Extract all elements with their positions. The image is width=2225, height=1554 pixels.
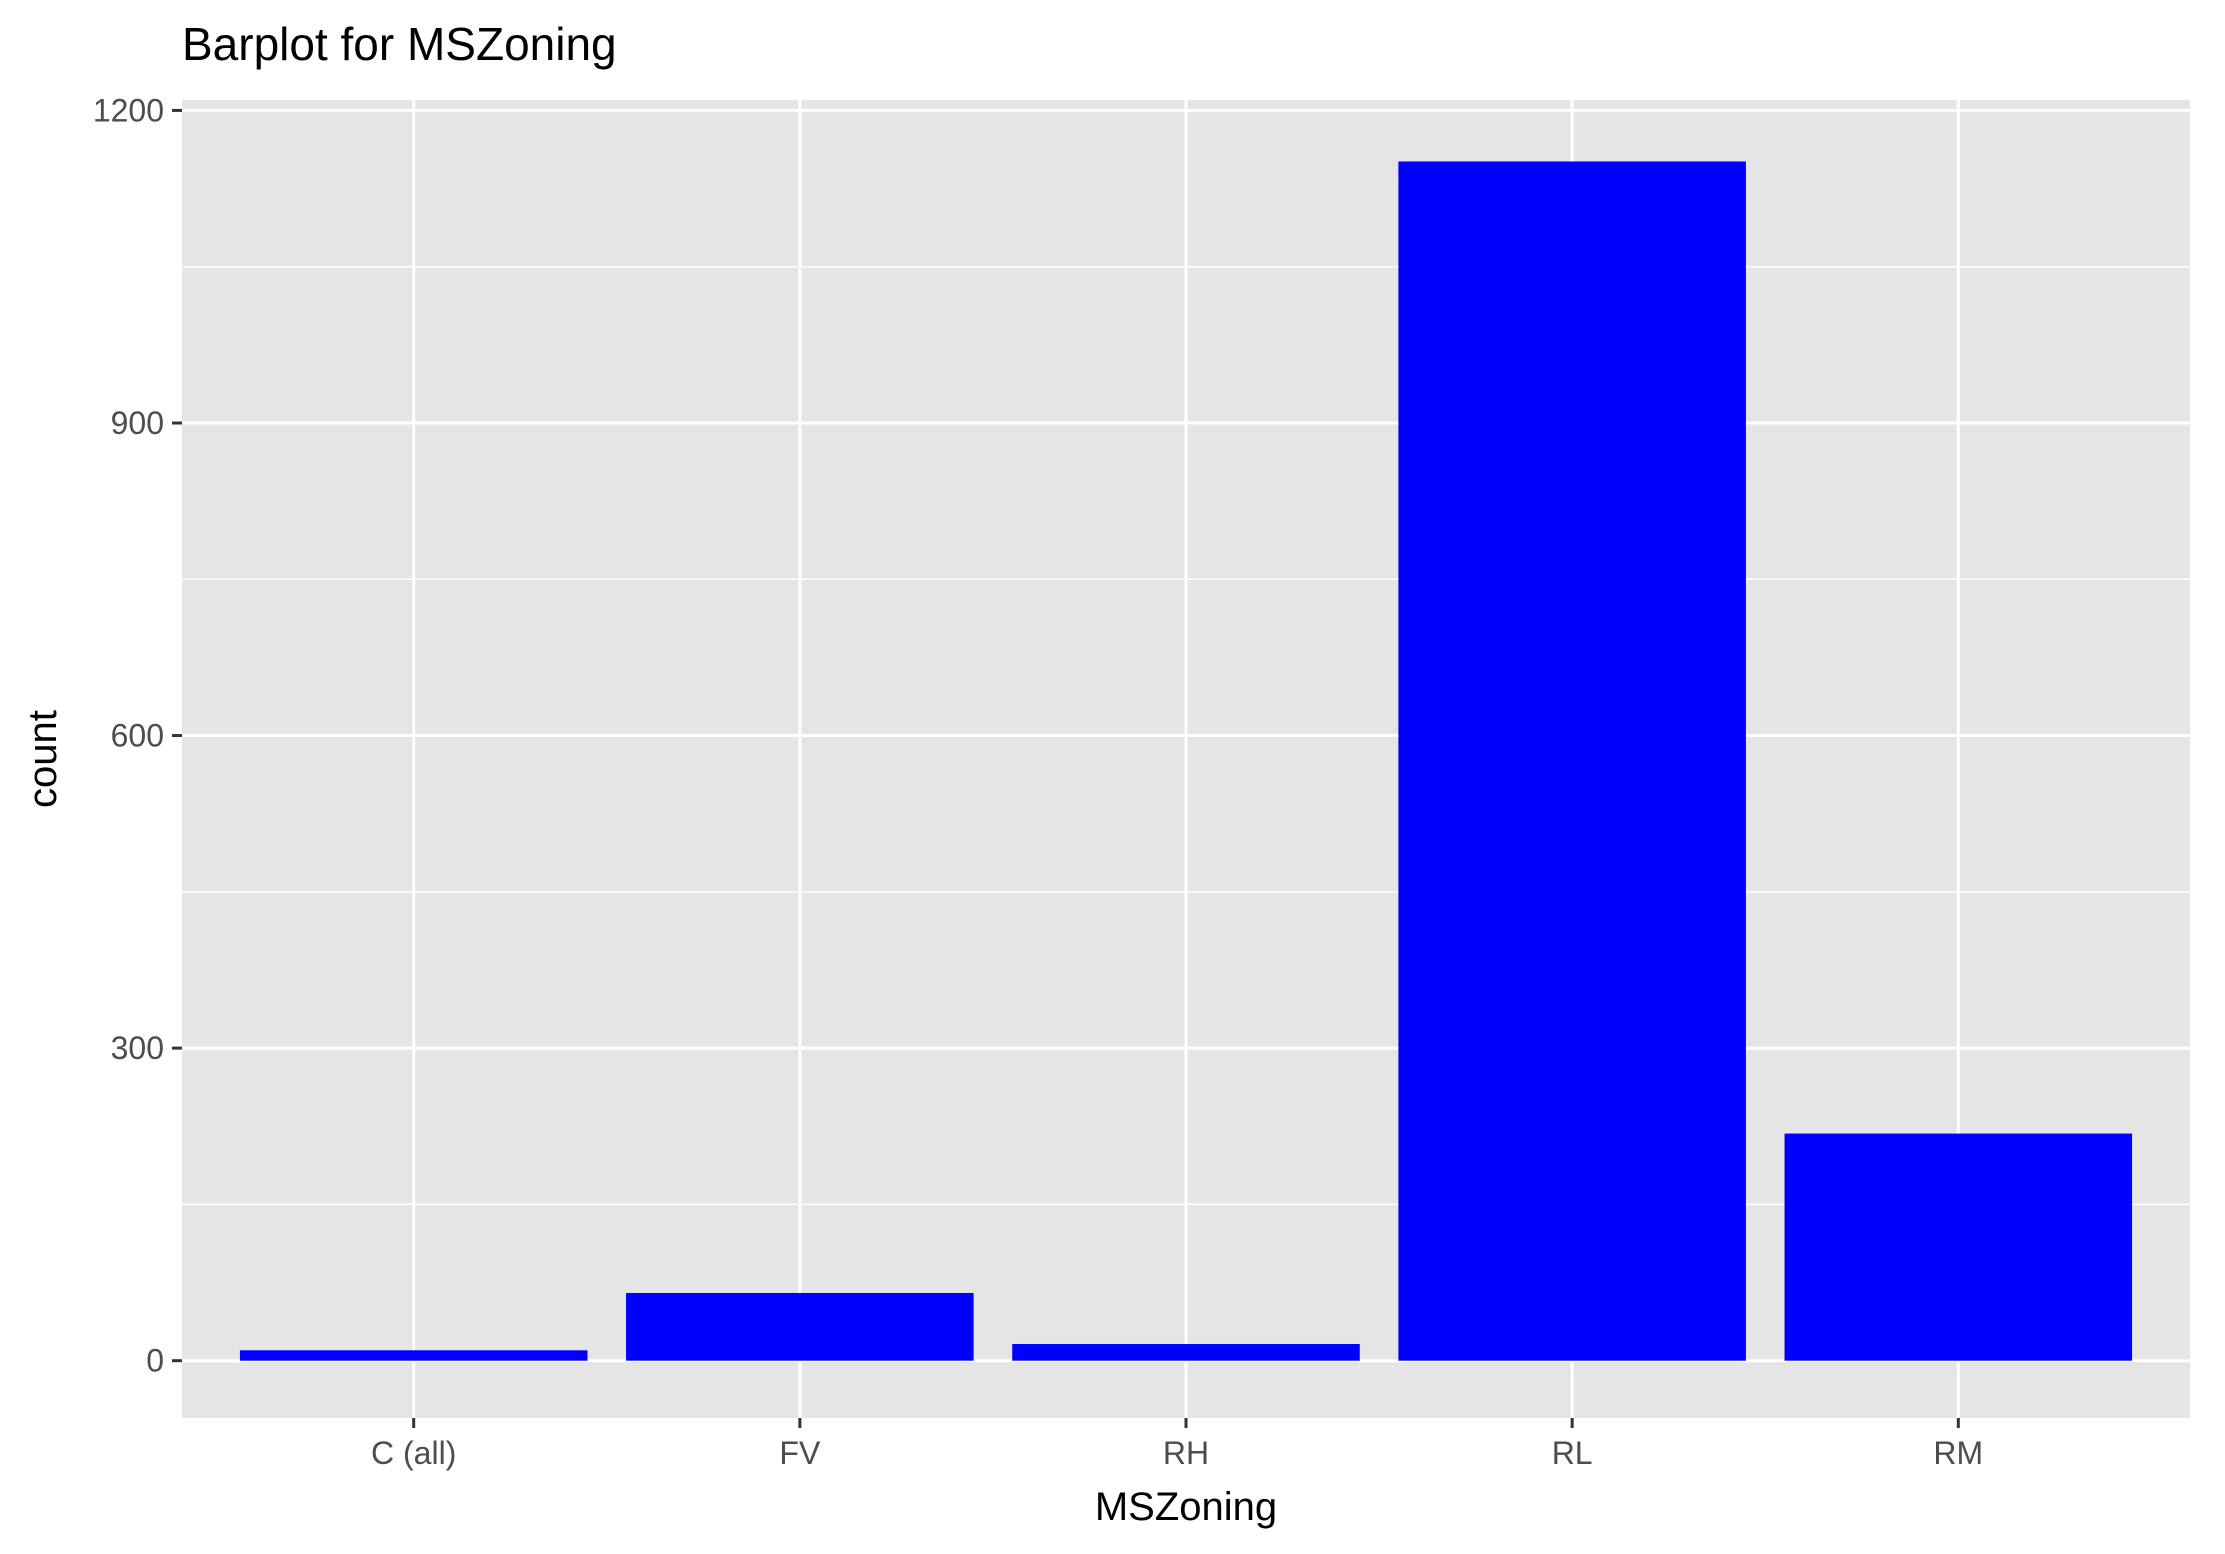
bar bbox=[1784, 1133, 2133, 1361]
x-tick-label: RL bbox=[1552, 1435, 1593, 1471]
bar bbox=[239, 1350, 588, 1361]
x-axis-title: MSZoning bbox=[1095, 1485, 1277, 1529]
y-axis: 0 300 600 900 1200 bbox=[93, 92, 182, 1379]
x-axis: C (all) FV RH RL RM bbox=[371, 1418, 1983, 1471]
y-axis-title: count bbox=[21, 710, 65, 808]
bar bbox=[1012, 1344, 1360, 1361]
bar bbox=[1398, 161, 1746, 1361]
bars bbox=[239, 161, 2133, 1361]
chart-title: Barplot for MSZoning bbox=[182, 18, 617, 70]
bar bbox=[626, 1292, 974, 1361]
x-tick-label: FV bbox=[779, 1435, 821, 1471]
x-tick-label: RM bbox=[1933, 1435, 1983, 1471]
major-gridlines bbox=[182, 100, 2190, 1418]
y-tick-label: 600 bbox=[111, 718, 164, 754]
y-tick-label: 900 bbox=[111, 405, 164, 441]
y-tick-label: 0 bbox=[146, 1343, 164, 1379]
x-tick-label: C (all) bbox=[371, 1435, 456, 1471]
x-tick-label: RH bbox=[1163, 1435, 1209, 1471]
y-tick-label: 1200 bbox=[93, 92, 164, 128]
y-tick-label: 300 bbox=[111, 1030, 164, 1066]
